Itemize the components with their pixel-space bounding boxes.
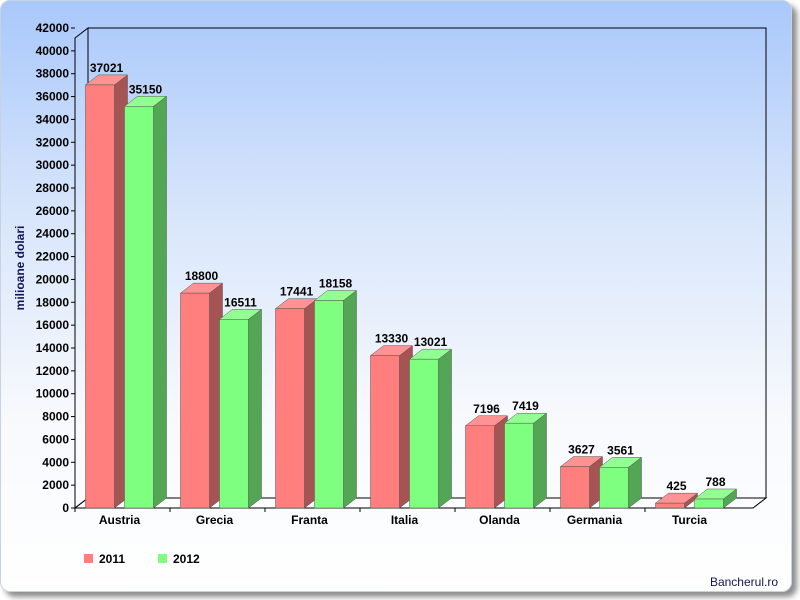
x-tick-label: Grecia bbox=[196, 513, 234, 527]
source-credit[interactable]: Bancherul.ro bbox=[709, 575, 778, 589]
bar-2012-Austria bbox=[124, 106, 154, 509]
y-tick-label: 20000 bbox=[36, 272, 70, 286]
bar-2012-Italia bbox=[409, 358, 439, 509]
bar-side-2012-Olanda bbox=[533, 412, 547, 509]
y-tick-label: 40000 bbox=[36, 44, 70, 58]
y-axis-title: milioane dolari bbox=[13, 226, 27, 311]
data-label: 16511 bbox=[224, 295, 257, 309]
data-label: 17441 bbox=[280, 285, 314, 299]
bar-2011-Grecia bbox=[180, 292, 210, 509]
y-tick-label: 22000 bbox=[36, 250, 70, 264]
legend-swatch-2012 bbox=[158, 554, 167, 564]
data-label: 3561 bbox=[607, 443, 634, 457]
data-label: 7196 bbox=[473, 402, 500, 416]
y-tick-label: 36000 bbox=[36, 90, 70, 104]
bar-side-2012-Italia bbox=[438, 348, 452, 509]
data-label: 13330 bbox=[375, 332, 409, 346]
y-tick-label: 10000 bbox=[36, 387, 70, 401]
y-tick-label: 14000 bbox=[36, 341, 70, 355]
x-tick-label: Italia bbox=[391, 513, 419, 527]
y-tick-label: 0 bbox=[62, 501, 69, 515]
y-tick-label: 32000 bbox=[36, 135, 70, 149]
legend-item-2011: 2011 bbox=[84, 552, 125, 566]
y-tick-label: 28000 bbox=[36, 181, 70, 195]
data-label: 13021 bbox=[414, 335, 448, 349]
data-label: 788 bbox=[705, 475, 725, 489]
x-tick-label: Olanda bbox=[479, 513, 520, 527]
bar-2011-Italia bbox=[370, 355, 400, 509]
data-label: 3627 bbox=[568, 443, 595, 457]
legend-swatch-2011 bbox=[84, 554, 93, 564]
x-tick-label: Turcia bbox=[672, 513, 707, 527]
bar-2011-Germania bbox=[560, 466, 590, 509]
data-label: 18158 bbox=[319, 276, 353, 290]
bar-side-2012-Grecia bbox=[248, 308, 262, 509]
y-tick-label: 16000 bbox=[36, 318, 70, 332]
y-tick-label: 26000 bbox=[36, 204, 70, 218]
data-label: 37021 bbox=[90, 61, 124, 75]
y-tick-label: 42000 bbox=[36, 21, 70, 35]
data-label: 35150 bbox=[129, 82, 163, 96]
y-tick-label: 18000 bbox=[36, 295, 70, 309]
legend-label-2011: 2011 bbox=[99, 552, 126, 566]
bar-2012-Olanda bbox=[504, 422, 534, 509]
y-tick-label: 12000 bbox=[36, 364, 70, 378]
y-tick-label: 34000 bbox=[36, 112, 70, 126]
y-tick-label: 8000 bbox=[42, 410, 69, 424]
y-tick-label: 2000 bbox=[42, 478, 69, 492]
x-tick-label: Germania bbox=[567, 513, 623, 527]
legend-label-2012: 2012 bbox=[173, 552, 200, 566]
bar-2011-Turcia bbox=[655, 502, 685, 509]
data-label: 7419 bbox=[512, 399, 539, 413]
y-tick-label: 30000 bbox=[36, 158, 70, 172]
y-tick-label: 24000 bbox=[36, 227, 70, 241]
bar-side-2012-Franta bbox=[343, 289, 357, 509]
legend-item-2012: 2012 bbox=[158, 552, 200, 566]
x-tick-label: Franta bbox=[291, 513, 328, 527]
bar-side-2012-Austria bbox=[153, 95, 167, 509]
y-tick-label: 38000 bbox=[36, 67, 70, 81]
y-tick-label: 6000 bbox=[42, 432, 69, 446]
bar-2012-Turcia bbox=[694, 498, 724, 509]
y-tick-label: 4000 bbox=[42, 455, 69, 469]
bar-2011-Olanda bbox=[465, 425, 495, 509]
data-label: 18800 bbox=[185, 269, 219, 283]
bar-2012-Grecia bbox=[219, 319, 249, 509]
data-label: 425 bbox=[666, 479, 686, 493]
bar-2012-Germania bbox=[599, 467, 629, 509]
bar-2012-Franta bbox=[314, 300, 344, 509]
bar-2011-Austria bbox=[85, 84, 115, 509]
x-tick-label: Austria bbox=[99, 513, 141, 527]
bar-2011-Franta bbox=[275, 308, 305, 509]
